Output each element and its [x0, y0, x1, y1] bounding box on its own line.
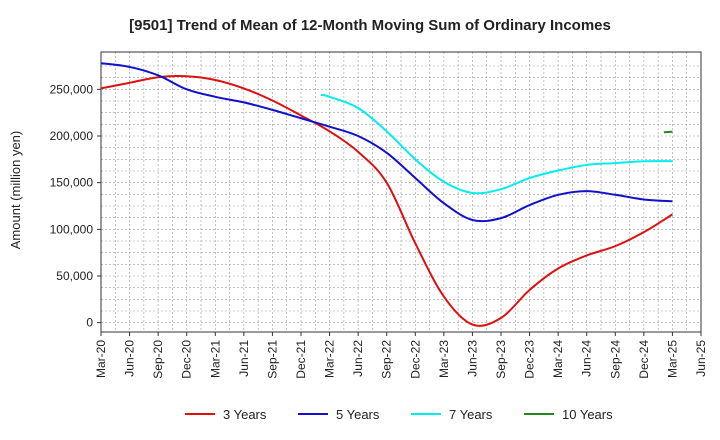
x-tick-label: Dec-23: [523, 340, 537, 379]
y-axis-label: Amount (million yen): [8, 131, 23, 250]
x-tick-label: Dec-21: [294, 340, 308, 379]
x-tick-label: Mar-22: [323, 340, 337, 378]
plot-frame: [100, 51, 702, 333]
x-tick-label: Mar-25: [665, 340, 679, 378]
legend: 3 Years 5 Years 7 Years 10 Years: [185, 407, 613, 422]
x-tick-label: Sep-22: [380, 340, 394, 379]
x-tick-label: Jun-25: [694, 340, 708, 377]
x-tick-label: Sep-24: [608, 340, 622, 379]
legend-label-7-years: 7 Years: [449, 407, 493, 422]
x-tick-label: Jun-23: [465, 340, 479, 377]
x-tick-label: Mar-20: [94, 340, 108, 378]
x-tick-label: Jun-24: [580, 340, 594, 377]
legend-label-3-years: 3 Years: [223, 407, 267, 422]
y-tick-label: 50,000: [56, 269, 93, 283]
y-tick-label: 250,000: [50, 82, 94, 96]
x-tick-label: Mar-24: [551, 340, 565, 378]
series-group: [100, 62, 673, 327]
y-tick-label: 100,000: [50, 222, 94, 236]
x-tick-label: Sep-20: [151, 340, 165, 379]
x-axis: Mar-20 Jun-20 Sep-20 Dec-20 Mar-21 Jun-21 Sep-…: [94, 332, 708, 379]
x-tick-label: Mar-21: [208, 340, 222, 378]
y-tick-label: 0: [86, 316, 93, 330]
x-tick-label: Jun-21: [237, 340, 251, 377]
grid-lines: [100, 52, 702, 332]
x-tick-label: Dec-22: [408, 340, 422, 379]
x-tick-label: Mar-23: [437, 340, 451, 378]
x-tick-label: Jun-20: [123, 340, 137, 377]
x-tick-label: Dec-20: [180, 340, 194, 379]
x-tick-label: Dec-24: [637, 340, 651, 379]
y-tick-label: 200,000: [50, 129, 94, 143]
y-tick-label: 150,000: [50, 176, 94, 190]
series-line-5-years: [100, 62, 673, 223]
series-line-7-years: [320, 93, 673, 195]
y-axis: 0 50,000 100,000 150,000 200,000 250,000: [50, 82, 101, 330]
legend-label-10-years: 10 Years: [562, 407, 613, 422]
x-tick-label: Jun-22: [351, 340, 365, 377]
legend-label-5-years: 5 Years: [336, 407, 380, 422]
chart-title: [9501] Trend of Mean of 12-Month Moving …: [129, 17, 611, 34]
series-line-3-years: [100, 75, 673, 327]
x-tick-label: Sep-23: [494, 340, 508, 379]
x-tick-label: Sep-21: [265, 340, 279, 379]
